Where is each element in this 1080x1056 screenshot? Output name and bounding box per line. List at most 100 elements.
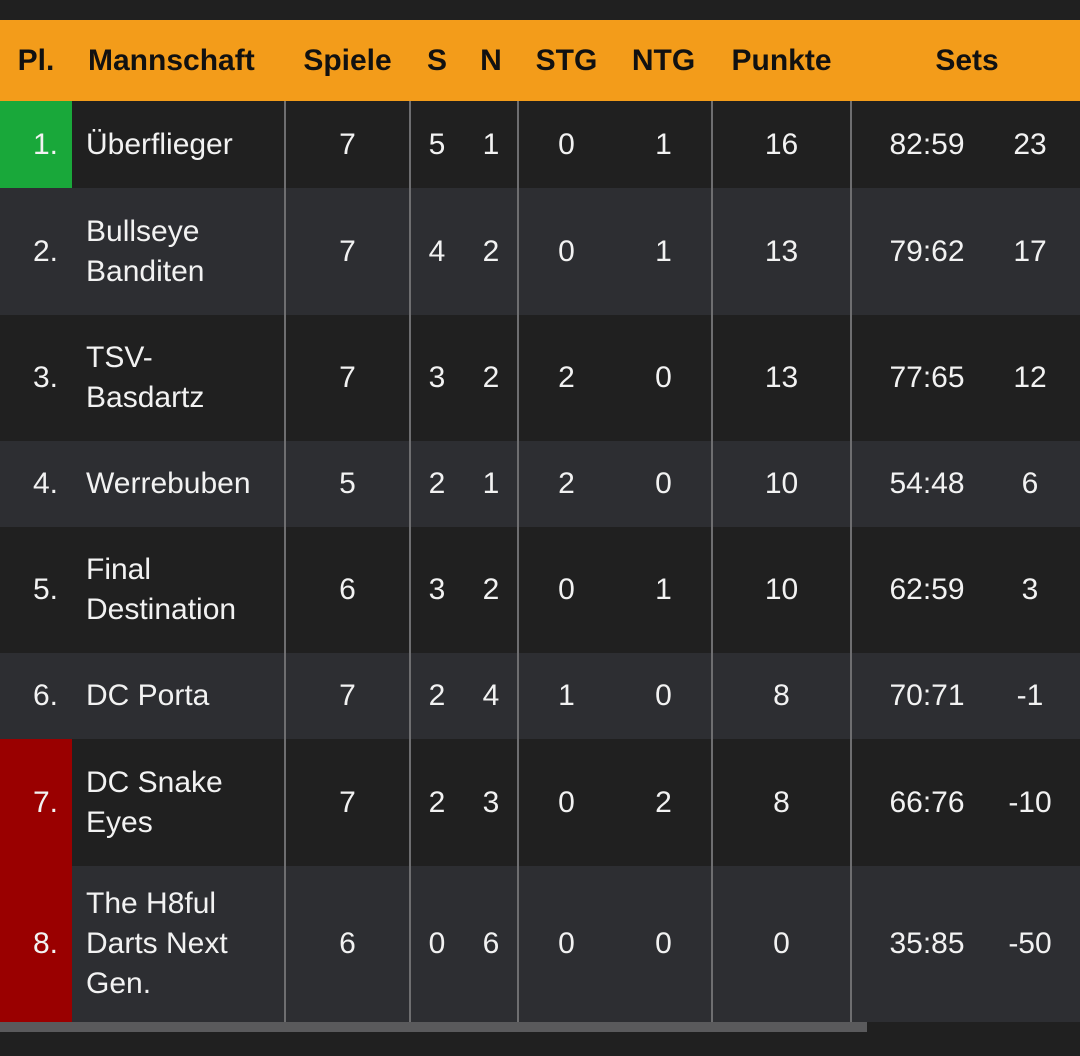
ntg-cell: 1 <box>655 573 672 606</box>
horizontal-scrollbar[interactable] <box>0 1022 867 1032</box>
table-row[interactable]: 1. Überflieger 7 5 1 0 1 16 82:59 23 <box>0 101 1080 188</box>
ntg-cell: 0 <box>655 361 672 394</box>
team-name-cell: TSV-Basdartz <box>86 341 205 414</box>
set-difference-cell: 17 <box>1013 234 1047 268</box>
wins-cell: 2 <box>428 679 446 712</box>
header-team[interactable]: Mannschaft <box>88 43 255 77</box>
stg-cell: 2 <box>558 361 575 394</box>
stg-cell: 0 <box>558 127 575 161</box>
wins-cell: 2 <box>428 785 446 819</box>
stg-cell: 1 <box>558 679 575 712</box>
points-cell: 13 <box>764 234 799 268</box>
bottom-bar <box>0 1032 1080 1056</box>
rank-cell: 2. <box>32 234 58 268</box>
games-cell: 6 <box>339 927 356 960</box>
header-wins[interactable]: S <box>426 43 447 77</box>
column-divider <box>850 101 852 1032</box>
rank-cell: 5. <box>32 573 58 606</box>
team-name-cell: DC Porta <box>86 679 210 712</box>
ntg-cell: 1 <box>655 234 672 268</box>
losses-cell: 4 <box>482 679 500 712</box>
sets-ratio-cell: 66:76 <box>889 785 965 819</box>
set-difference-cell: 3 <box>1021 573 1039 606</box>
games-cell: 5 <box>339 467 356 500</box>
losses-cell: 1 <box>482 127 500 161</box>
wins-cell: 2 <box>428 467 446 500</box>
table-header: Pl. Mannschaft Spiele S N STG NTG Punkte… <box>0 20 1080 101</box>
points-cell: 0 <box>773 927 790 960</box>
team-name-cell: Final Destination <box>86 553 237 626</box>
games-cell: 6 <box>339 573 356 606</box>
rank-cell: 8. <box>0 866 72 1022</box>
ntg-cell: 0 <box>655 467 672 500</box>
header-losses[interactable]: N <box>480 43 502 77</box>
wins-cell: 3 <box>428 573 446 606</box>
team-name-cell: Überflieger <box>86 127 233 161</box>
header-ntg[interactable]: NTG <box>631 43 696 77</box>
table-row[interactable]: 5. Final Destination 6 3 2 0 1 10 62:59 3 <box>0 527 1080 653</box>
table-row[interactable]: 6. DC Porta 7 2 4 1 0 8 70:71 -1 <box>0 653 1080 739</box>
losses-cell: 3 <box>482 785 500 819</box>
sets-ratio-cell: 35:85 <box>889 927 965 960</box>
rank-cell: 7. <box>0 739 72 866</box>
team-name-cell: DC Snake Eyes <box>86 765 223 839</box>
losses-cell: 2 <box>482 573 500 606</box>
points-cell: 16 <box>764 127 799 161</box>
team-name-cell: Bullseye Banditen <box>86 214 205 288</box>
column-divider <box>284 101 286 1032</box>
losses-cell: 2 <box>482 234 500 268</box>
games-cell: 7 <box>339 361 356 394</box>
losses-cell: 6 <box>482 927 500 960</box>
set-difference-cell: -50 <box>1008 927 1052 960</box>
header-points[interactable]: Punkte <box>731 43 832 77</box>
stg-cell: 0 <box>558 573 575 606</box>
points-cell: 13 <box>764 361 799 394</box>
points-cell: 10 <box>764 467 799 500</box>
wins-cell: 0 <box>428 927 446 960</box>
sets-ratio-cell: 54:48 <box>889 467 965 500</box>
points-cell: 8 <box>773 679 790 712</box>
ntg-cell: 2 <box>655 785 672 819</box>
team-name-cell: Werrebuben <box>86 467 251 500</box>
losses-cell: 2 <box>482 361 500 394</box>
points-cell: 10 <box>764 573 799 606</box>
wins-cell: 5 <box>428 127 446 161</box>
rank-cell: 1. <box>0 101 72 188</box>
sets-ratio-cell: 77:65 <box>889 361 965 394</box>
table-row[interactable]: 3. TSV-Basdartz 7 3 2 2 0 13 77:65 12 <box>0 315 1080 441</box>
stg-cell: 0 <box>558 234 575 268</box>
table-row[interactable]: 8. The H8ful Darts Next Gen. 6 0 6 0 0 0 35:85 -5… <box>0 866 1080 1022</box>
column-divider <box>409 101 411 1032</box>
games-cell: 7 <box>339 679 356 712</box>
set-difference-cell: -10 <box>1008 785 1052 819</box>
wins-cell: 4 <box>428 234 446 268</box>
table-row[interactable]: 4. Werrebuben 5 2 1 2 0 10 54:48 6 <box>0 441 1080 527</box>
ntg-cell: 0 <box>655 927 672 960</box>
rank-cell: 6. <box>32 679 58 712</box>
team-name-cell: The H8ful Darts Next Gen. <box>86 887 228 1000</box>
sets-ratio-cell: 62:59 <box>889 573 965 606</box>
rank-cell: 4. <box>32 467 58 500</box>
sets-ratio-cell: 82:59 <box>889 127 965 161</box>
table-row[interactable]: 7. DC Snake Eyes 7 2 3 0 2 8 66:76 -10 <box>0 739 1080 866</box>
sets-ratio-cell: 70:71 <box>889 679 965 712</box>
set-difference-cell: 23 <box>1013 127 1047 161</box>
header-games[interactable]: Spiele <box>303 43 392 77</box>
stg-cell: 0 <box>558 927 575 960</box>
sets-ratio-cell: 79:62 <box>889 234 965 268</box>
column-divider <box>711 101 713 1032</box>
set-difference-cell: 12 <box>1013 361 1047 394</box>
losses-cell: 1 <box>482 467 500 500</box>
rank-cell: 3. <box>32 361 58 394</box>
header-sets[interactable]: Sets <box>935 43 999 77</box>
wins-cell: 3 <box>428 361 446 394</box>
games-cell: 7 <box>339 234 356 268</box>
points-cell: 8 <box>773 785 790 819</box>
stg-cell: 2 <box>558 467 575 500</box>
header-stg[interactable]: STG <box>535 43 598 77</box>
set-difference-cell: -1 <box>1016 679 1044 712</box>
table-row[interactable]: 2. Bullseye Banditen 7 4 2 0 1 13 79:62 17 <box>0 188 1080 315</box>
header-pl[interactable]: Pl. <box>17 43 55 77</box>
column-divider <box>517 101 519 1032</box>
stg-cell: 0 <box>558 785 575 819</box>
